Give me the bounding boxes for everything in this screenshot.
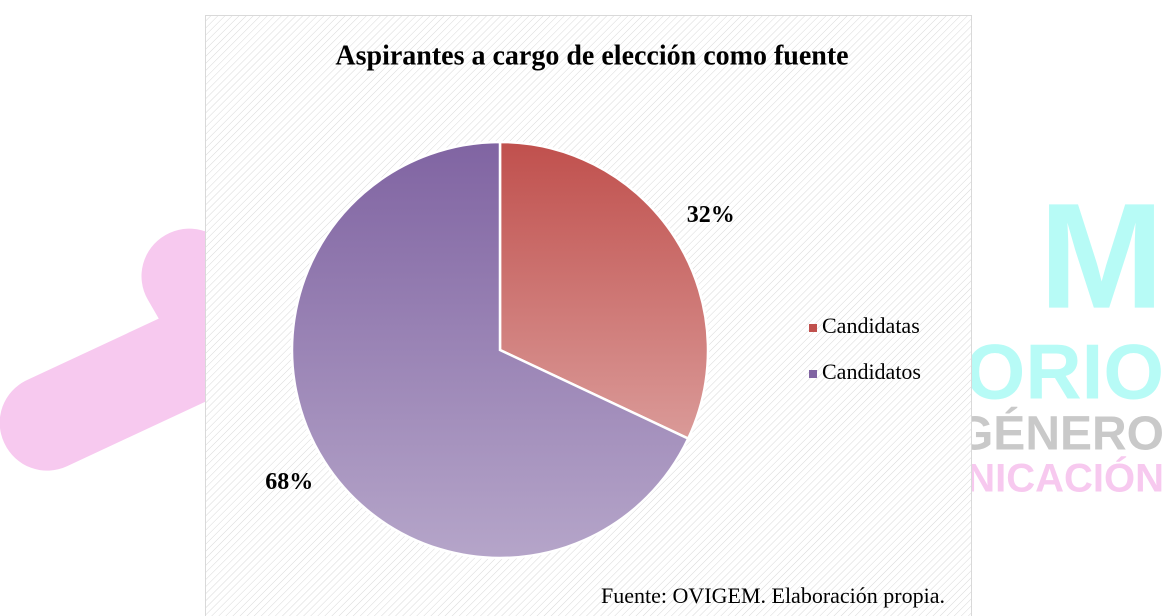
legend-label: Candidatos (822, 359, 921, 384)
legend-swatch (809, 370, 817, 378)
watermark-text: NICACIÓN (966, 455, 1164, 501)
data-label: 68% (265, 469, 313, 495)
legend-swatch (809, 324, 817, 332)
chart-title: Aspirantes a cargo de elección como fuen… (335, 40, 848, 71)
data-label: 32% (687, 202, 735, 228)
watermark-text: GÉNERO (956, 407, 1164, 461)
legend-label: Candidatas (822, 313, 920, 338)
watermark-text: M (1039, 172, 1164, 340)
watermark-text: ORIO (965, 328, 1164, 416)
pie-slice (498, 140, 710, 441)
pie-slice (290, 140, 690, 560)
source-note: Fuente: OVIGEM. Elaboración propia. (601, 583, 945, 608)
